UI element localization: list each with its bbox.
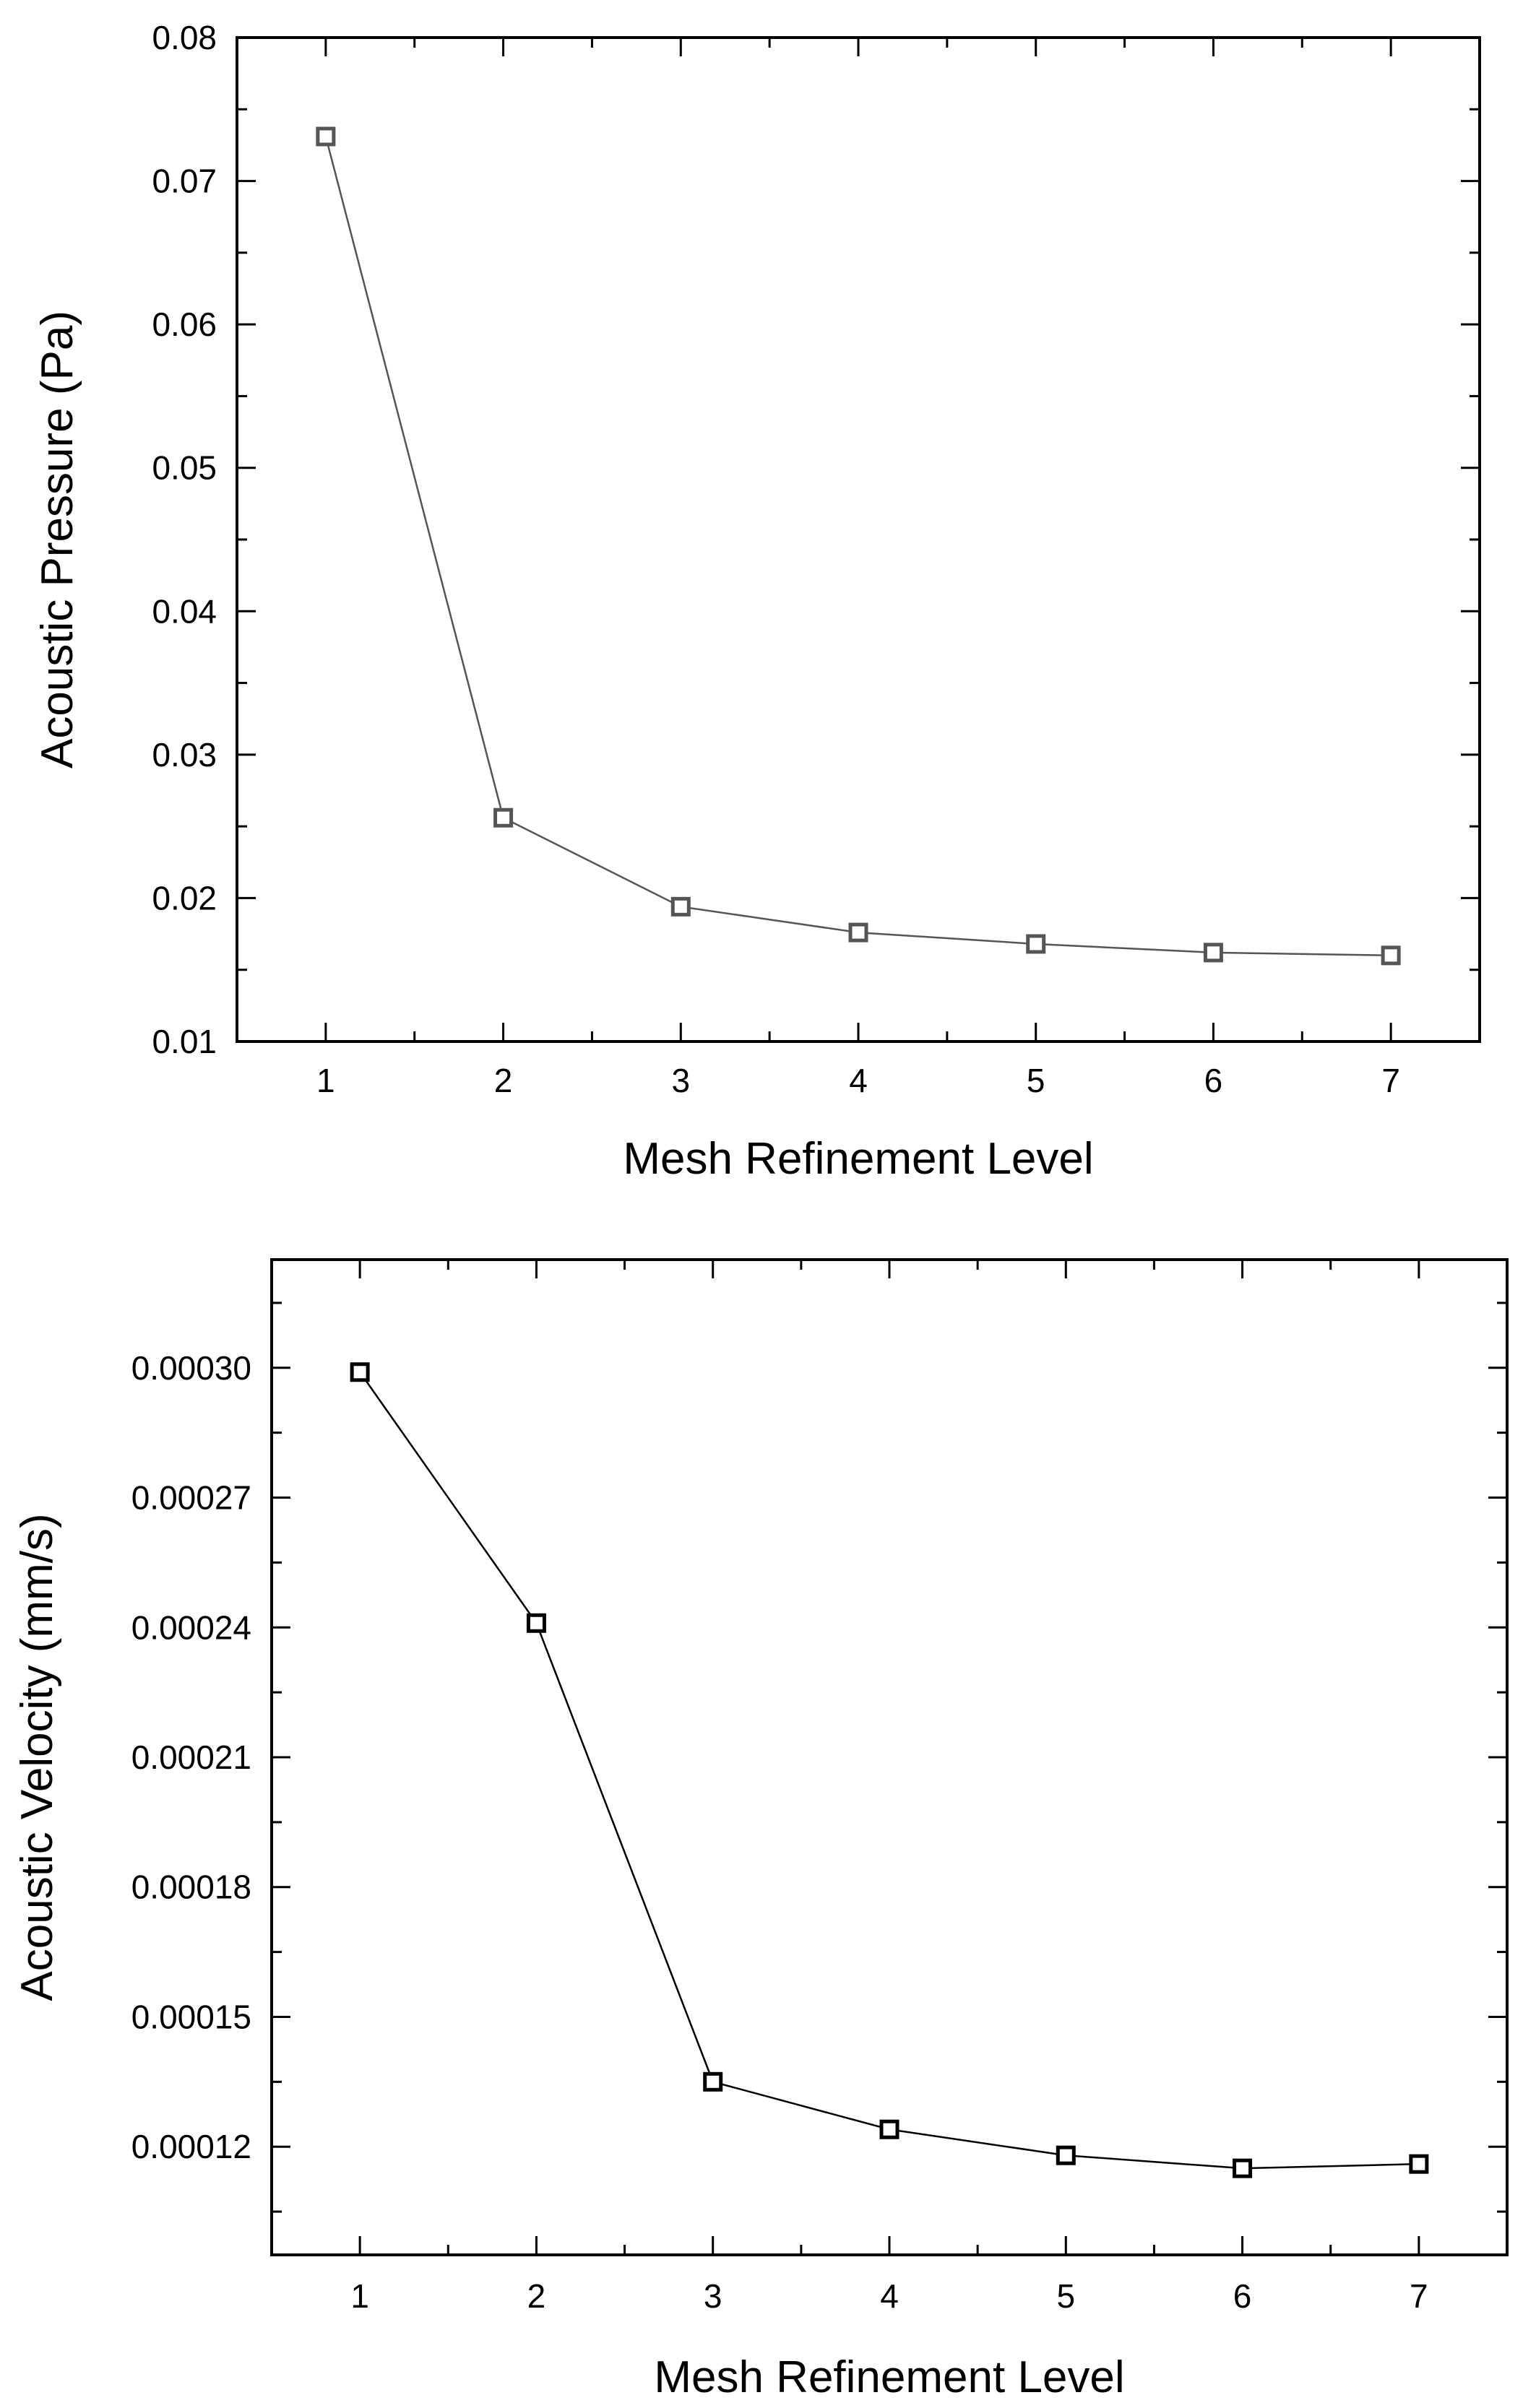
x-tick-label: 7 (1410, 2277, 1428, 2315)
data-point (350, 1362, 370, 1382)
data-point (1381, 945, 1401, 966)
data-point (1026, 934, 1046, 954)
data-point (1233, 2158, 1253, 2178)
x-tick-label: 3 (704, 2277, 722, 2315)
y-tick-label: 0.07 (152, 163, 217, 200)
y-tick-label: 0.03 (152, 736, 217, 774)
x-tick-label: 4 (880, 2277, 899, 2315)
y-tick-label: 0.00012 (131, 2128, 251, 2165)
y-tick-label: 0.02 (152, 879, 217, 917)
x-tick-label: 5 (1027, 1062, 1045, 1099)
y-tick-label: 0.00015 (131, 1998, 251, 2035)
x-tick-label: 6 (1233, 2277, 1252, 2315)
y-tick-label: 0.05 (152, 449, 217, 487)
x-tick-label: 6 (1204, 1062, 1223, 1099)
data-point (316, 126, 336, 147)
y-axis-label: Acoustic Pressure (Pa) (33, 311, 82, 768)
x-tick-label: 7 (1381, 1062, 1400, 1099)
x-tick-label: 2 (494, 1062, 513, 1099)
x-axis-label: Mesh Refinement Level (654, 2352, 1124, 2402)
data-point (670, 896, 691, 917)
data-point (526, 1613, 546, 1633)
y-tick-label: 0.00021 (131, 1738, 251, 1776)
y-tick-label: 0.06 (152, 306, 217, 343)
data-point (1056, 2145, 1076, 2165)
x-axis-label: Mesh Refinement Level (623, 1134, 1093, 1184)
y-tick-label: 0.00030 (131, 1349, 251, 1387)
series-line (324, 136, 1392, 957)
y-tick-label: 0.00018 (131, 1868, 251, 1906)
data-point (1409, 2154, 1429, 2174)
series-line (359, 1372, 1419, 2170)
plot-frame (270, 1258, 1509, 2256)
x-tick-label: 1 (350, 2277, 369, 2315)
data-point (703, 2071, 723, 2092)
acoustic-velocity-chart: 1 2 3 4 5 6 7 0.00012 0.00015 0.00018 0.00021 0.000… (12, 1258, 1509, 2402)
plot-frame (236, 36, 1481, 1043)
x-tick-label: 4 (849, 1062, 868, 1099)
x-tick-label: 1 (316, 1062, 335, 1099)
y-tick-label: 0.00027 (131, 1479, 251, 1517)
x-tick-label: 5 (1056, 2277, 1075, 2315)
data-point (848, 922, 868, 943)
x-tick-label: 3 (671, 1062, 690, 1099)
y-axis-label: Acoustic Velocity (mm/s) (12, 1513, 62, 2001)
y-tick-label: 0.00024 (131, 1608, 251, 1646)
data-point (1203, 943, 1223, 963)
acoustic-pressure-chart: 1 2 3 4 5 6 7 0.01 0.02 0.03 0.04 0.05 0.06 0.07 0.08 M… (33, 19, 1481, 1184)
y-tick-label: 0.01 (152, 1023, 217, 1060)
data-point (879, 2119, 899, 2139)
x-tick-label: 2 (527, 2277, 546, 2315)
data-point (493, 807, 514, 828)
y-tick-label: 0.08 (152, 19, 217, 56)
y-tick-label: 0.04 (152, 592, 217, 630)
